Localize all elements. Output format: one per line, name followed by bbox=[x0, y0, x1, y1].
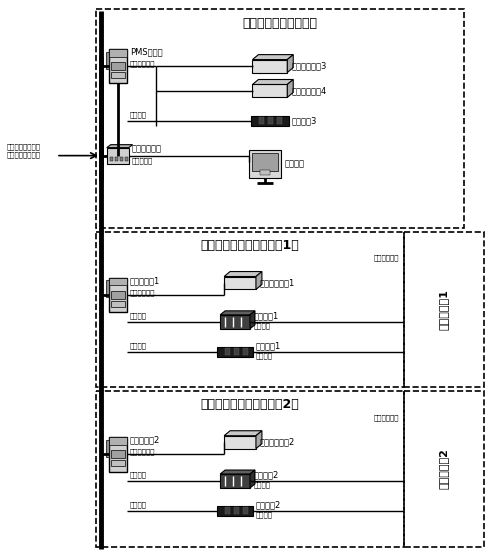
Polygon shape bbox=[224, 272, 262, 277]
Text: 硬线信号: 硬线信号 bbox=[130, 343, 146, 349]
Bar bbox=[111, 301, 125, 307]
Polygon shape bbox=[107, 145, 133, 148]
Polygon shape bbox=[250, 311, 255, 329]
Text: 通过以太网与其他
电站共享数据信息: 通过以太网与其他 电站共享数据信息 bbox=[6, 143, 40, 158]
Polygon shape bbox=[256, 272, 262, 290]
Text: 人机界面: 人机界面 bbox=[285, 159, 305, 168]
Polygon shape bbox=[250, 470, 255, 488]
Polygon shape bbox=[220, 311, 255, 315]
Text: 现线信号: 现线信号 bbox=[254, 482, 271, 488]
Text: 现线信号: 现线信号 bbox=[256, 352, 273, 359]
Bar bbox=[234, 348, 239, 355]
Bar bbox=[115, 157, 118, 161]
Text: PMS控制器: PMS控制器 bbox=[130, 47, 162, 56]
Text: 以太网通信: 以太网通信 bbox=[132, 157, 153, 164]
Bar bbox=[109, 437, 127, 445]
Text: 机旁控制箱2: 机旁控制箱2 bbox=[439, 449, 449, 489]
Text: 现场总线通信: 现场总线通信 bbox=[374, 414, 399, 421]
Text: 现线信号: 现线信号 bbox=[254, 323, 271, 329]
Bar bbox=[217, 506, 253, 516]
Bar bbox=[96, 9, 464, 228]
Bar bbox=[277, 117, 282, 124]
Bar bbox=[225, 348, 230, 355]
Bar bbox=[251, 116, 289, 126]
Text: 并车装置1: 并车装置1 bbox=[254, 311, 279, 320]
Text: 机旁控制箱1: 机旁控制箱1 bbox=[439, 290, 449, 330]
Bar bbox=[220, 474, 250, 488]
Bar bbox=[111, 450, 125, 458]
Bar bbox=[404, 232, 484, 387]
Text: 中压配电板（机组控制屏2）: 中压配电板（机组控制屏2） bbox=[201, 398, 299, 411]
Bar bbox=[109, 437, 127, 472]
Text: 硬线信号: 硬线信号 bbox=[130, 112, 146, 118]
Bar bbox=[259, 117, 264, 124]
Polygon shape bbox=[220, 470, 255, 474]
Text: 电量变送装置3: 电量变送装置3 bbox=[292, 61, 327, 70]
Text: 机组控制器2: 机组控制器2 bbox=[130, 436, 160, 445]
Text: 现场总线通信: 现场总线通信 bbox=[374, 255, 399, 261]
Bar bbox=[125, 157, 128, 161]
Bar bbox=[111, 72, 125, 78]
Bar bbox=[225, 507, 230, 514]
Bar bbox=[224, 277, 256, 290]
Text: 以太网交换机: 以太网交换机 bbox=[132, 144, 162, 153]
Bar bbox=[252, 153, 278, 171]
Bar bbox=[268, 117, 273, 124]
Bar bbox=[404, 392, 484, 547]
Text: 电量变送装置4: 电量变送装置4 bbox=[292, 86, 327, 95]
Bar bbox=[109, 277, 127, 286]
Text: 硬线信号: 硬线信号 bbox=[130, 472, 146, 478]
Text: 现线信号: 现线信号 bbox=[256, 512, 273, 518]
Bar bbox=[109, 277, 127, 312]
Bar bbox=[120, 157, 123, 161]
Text: 硬线信号: 硬线信号 bbox=[130, 502, 146, 508]
Bar bbox=[111, 291, 125, 299]
Text: 继电器组3: 继电器组3 bbox=[292, 116, 317, 126]
Bar bbox=[109, 49, 127, 56]
Text: 机组控制器1: 机组控制器1 bbox=[130, 277, 160, 286]
Bar bbox=[260, 170, 270, 175]
Text: 继电器组2: 继电器组2 bbox=[256, 501, 281, 509]
Bar bbox=[110, 157, 113, 161]
Text: 继电器组1: 继电器组1 bbox=[256, 341, 281, 350]
Text: 现场总线通信: 现场总线通信 bbox=[130, 449, 155, 455]
Bar bbox=[243, 348, 248, 355]
Bar bbox=[243, 507, 248, 514]
Text: 硬线信号: 硬线信号 bbox=[130, 312, 146, 319]
Text: 并车装置2: 并车装置2 bbox=[254, 470, 279, 479]
Polygon shape bbox=[287, 79, 293, 98]
Polygon shape bbox=[256, 431, 262, 449]
Bar bbox=[109, 49, 127, 84]
Bar bbox=[107, 148, 129, 163]
Text: 中压配电板（母联屏）: 中压配电板（母联屏） bbox=[243, 17, 317, 30]
Bar bbox=[220, 315, 250, 329]
Bar bbox=[106, 440, 109, 456]
Bar bbox=[106, 281, 109, 297]
Polygon shape bbox=[287, 55, 293, 73]
Bar bbox=[96, 232, 404, 387]
Bar bbox=[224, 436, 256, 449]
Bar bbox=[111, 62, 125, 70]
Polygon shape bbox=[224, 431, 262, 436]
Text: 现场总线通信: 现场总线通信 bbox=[130, 61, 155, 68]
Polygon shape bbox=[252, 79, 293, 84]
Bar bbox=[106, 52, 109, 69]
Text: 电量变送装置1: 电量变送装置1 bbox=[260, 278, 295, 287]
Text: 电量变送装置2: 电量变送装置2 bbox=[260, 437, 295, 447]
Bar bbox=[111, 460, 125, 466]
Bar bbox=[252, 60, 287, 73]
Bar bbox=[252, 84, 287, 98]
Text: 现场总线通信: 现场总线通信 bbox=[130, 290, 155, 296]
Bar bbox=[96, 392, 404, 547]
Bar bbox=[234, 507, 239, 514]
Bar bbox=[249, 150, 281, 177]
Polygon shape bbox=[252, 55, 293, 60]
Text: 中压配电板（机组控制屏1）: 中压配电板（机组控制屏1） bbox=[201, 239, 299, 252]
Bar bbox=[217, 347, 253, 357]
